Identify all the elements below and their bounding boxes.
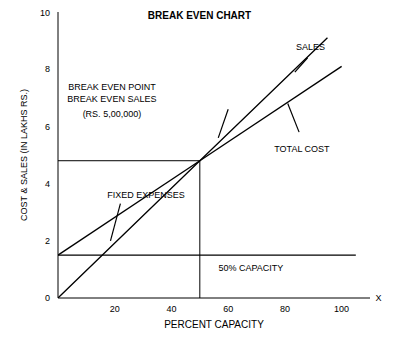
svg-text:TOTAL COST: TOTAL COST [274, 144, 330, 154]
html-text:BREAK EVEN CHART: BREAK EVEN CHART [147, 10, 252, 21]
svg-text:40: 40 [166, 304, 176, 314]
svg-text:COST & SALES (IN LAKHS RS.): COST & SALES (IN LAKHS RS.) [19, 89, 29, 221]
svg-text:8: 8 [45, 64, 50, 74]
svg-text:PERCENT CAPACITY: PERCENT CAPACITY [164, 319, 264, 330]
svg-text:X: X [376, 293, 382, 303]
svg-text:50% CAPACITY: 50% CAPACITY [218, 263, 283, 273]
svg-text:100: 100 [334, 304, 349, 314]
svg-text:2: 2 [45, 236, 50, 246]
svg-text:BREAK EVEN SALES: BREAK EVEN SALES [67, 94, 156, 104]
svg-text:0: 0 [45, 293, 50, 303]
svg-text:FIXED EXPENSES: FIXED EXPENSES [107, 190, 185, 200]
svg-text:10: 10 [40, 8, 50, 18]
svg-text:4: 4 [45, 179, 50, 189]
svg-text:80: 80 [280, 304, 290, 314]
svg-text:BREAK EVEN POINT: BREAK EVEN POINT [68, 82, 156, 92]
svg-text:20: 20 [110, 304, 120, 314]
svg-text:(RS. 5,00,000): (RS. 5,00,000) [83, 109, 142, 119]
svg-text:60: 60 [223, 304, 233, 314]
svg-text:6: 6 [45, 122, 50, 132]
svg-text:SALES: SALES [296, 42, 325, 52]
